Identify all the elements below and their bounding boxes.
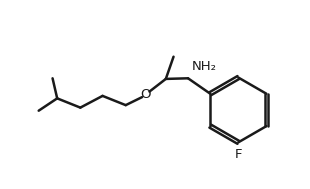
Text: F: F [235,148,242,161]
Text: O: O [140,88,151,101]
Text: NH₂: NH₂ [192,60,217,73]
